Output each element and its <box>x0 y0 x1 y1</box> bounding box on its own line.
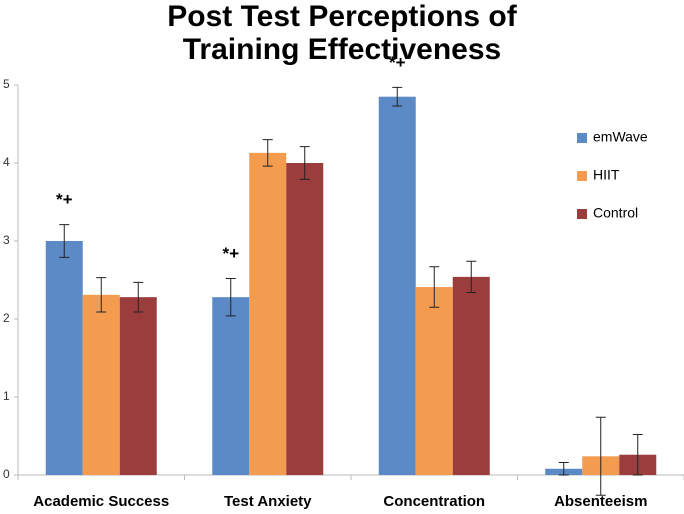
x-tick-label: Absenteeism <box>554 493 647 510</box>
legend-swatch <box>577 209 587 219</box>
legend-label: HIIT <box>593 167 620 183</box>
y-tick-label: 0 <box>3 467 10 481</box>
legend-swatch <box>577 133 587 143</box>
bar <box>378 96 416 475</box>
legend-label: Control <box>593 205 638 221</box>
legend-label: emWave <box>593 129 648 145</box>
error-bar <box>558 462 569 476</box>
bar <box>212 297 250 475</box>
y-tick-label: 2 <box>3 311 10 325</box>
annotation: *+ <box>222 244 239 263</box>
error-bar <box>595 416 606 496</box>
error-bar <box>299 146 310 180</box>
y-tick-label: 4 <box>3 155 10 169</box>
y-tick-label: 5 <box>3 77 10 91</box>
error-bar <box>632 433 643 476</box>
y-tick-label: 3 <box>3 233 10 247</box>
bar <box>286 163 324 475</box>
error-bar <box>225 277 236 317</box>
bar <box>452 276 490 475</box>
bar <box>415 287 453 475</box>
x-tick-label: Academic Success <box>33 493 169 510</box>
bar <box>82 294 120 475</box>
bar <box>45 241 83 475</box>
bar <box>119 297 157 475</box>
error-bar <box>466 260 477 293</box>
y-tick-label: 1 <box>3 389 10 403</box>
annotation: *+ <box>389 53 406 72</box>
x-tick-label: Test Anxiety <box>224 493 312 510</box>
chart-title: Training Effectiveness <box>183 33 501 66</box>
error-bar <box>59 224 70 258</box>
chart-title: Post Test Perceptions of <box>167 0 518 33</box>
error-bar <box>429 266 440 308</box>
error-bar <box>133 281 144 313</box>
error-bar <box>392 86 403 107</box>
error-bar <box>96 277 107 313</box>
x-tick-label: Concentration <box>383 493 485 510</box>
legend-swatch <box>577 171 587 181</box>
error-bar <box>262 139 273 167</box>
annotation: *+ <box>56 190 73 209</box>
bar <box>249 152 287 476</box>
